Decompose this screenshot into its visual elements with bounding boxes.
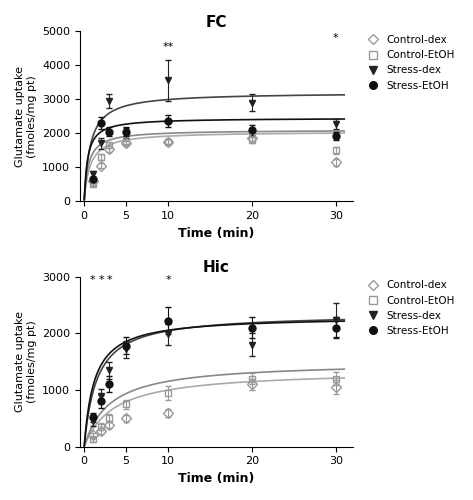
Text: **: **: [162, 42, 174, 51]
Title: FC: FC: [206, 15, 227, 30]
X-axis label: Time (min): Time (min): [178, 226, 254, 239]
Text: *: *: [165, 275, 171, 285]
Y-axis label: Glutamate uptake
(fmoles/mg pt): Glutamate uptake (fmoles/mg pt): [15, 311, 36, 412]
Y-axis label: Glutamate uptake
(fmoles/mg pt): Glutamate uptake (fmoles/mg pt): [15, 66, 36, 166]
X-axis label: Time (min): Time (min): [178, 472, 254, 485]
Text: *: *: [90, 275, 96, 285]
Text: *: *: [333, 33, 339, 43]
Title: Hic: Hic: [203, 260, 230, 276]
Text: *: *: [98, 275, 104, 285]
Legend: Control-dex, Control-EtOH, Stress-dex, Stress-EtOH: Control-dex, Control-EtOH, Stress-dex, S…: [360, 33, 457, 93]
Text: *: *: [106, 275, 112, 285]
Legend: Control-dex, Control-EtOH, Stress-dex, Stress-EtOH: Control-dex, Control-EtOH, Stress-dex, S…: [360, 278, 457, 338]
